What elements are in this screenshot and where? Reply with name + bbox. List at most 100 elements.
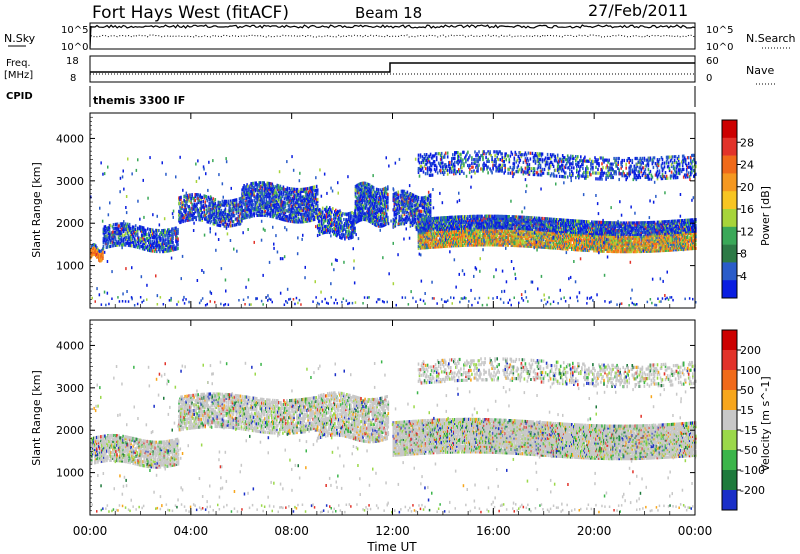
range-gate-cell (479, 228, 481, 232)
range-gate-cell (536, 226, 539, 230)
range-gate-cell (296, 220, 299, 224)
range-gate-cell (480, 216, 482, 220)
range-gate-cell (503, 216, 505, 220)
range-gate-cell (516, 232, 519, 236)
range-gate-cell (464, 239, 466, 244)
range-gate-cell (527, 237, 530, 241)
range-gate-cell (385, 212, 388, 216)
range-gate-cell (321, 225, 324, 229)
range-gate-cell (517, 228, 520, 232)
range-gate-cell (255, 183, 257, 187)
range-gate-cell (168, 247, 170, 251)
range-gate-cell (516, 244, 519, 248)
range-gate-cell (370, 188, 373, 192)
range-gate-cell (227, 218, 230, 222)
range-gate-cell (372, 210, 375, 215)
range-gate-cell (545, 245, 548, 249)
range-gate-cell (362, 217, 365, 221)
range-gate-cell (496, 216, 498, 220)
range-gate-cell (176, 232, 178, 236)
range-gate-cell (312, 206, 315, 210)
range-gate-cell (458, 215, 460, 219)
range-gate-cell (257, 213, 259, 217)
range-gate-cell (312, 214, 315, 218)
range-gate-cell (261, 198, 263, 202)
range-gate-cell (238, 214, 241, 218)
range-gate-cell (445, 223, 448, 227)
range-gate-cell (312, 210, 315, 214)
range-gate-cell (455, 236, 457, 240)
range-gate-cell (194, 215, 196, 220)
range-gate-cell (282, 187, 285, 191)
range-gate-cell (98, 249, 100, 253)
range-gate-cell (124, 224, 127, 228)
range-gate-cell (224, 224, 227, 228)
range-gate-cell (422, 225, 425, 229)
range-gate-cell (544, 221, 547, 225)
range-gate-cell (232, 212, 235, 216)
range-gate-cell (358, 201, 361, 205)
range-gate-cell (538, 218, 541, 222)
range-gate-cell (541, 245, 544, 249)
range-gate-cell (327, 230, 329, 234)
range-gate-cell (529, 239, 532, 243)
range-gate-cell (502, 226, 504, 230)
range-gate-cell (402, 195, 405, 199)
range-gate-cell (358, 192, 361, 196)
range-gate-cell (292, 197, 295, 201)
range-gate-cell (177, 227, 179, 232)
range-gate-cell (302, 206, 305, 210)
range-gate-cell (270, 188, 273, 192)
range-gate-cell (403, 222, 406, 226)
range-gate-cell (502, 235, 504, 239)
range-gate-cell (523, 240, 526, 244)
range-gate-cell (461, 215, 463, 219)
range-gate-cell (370, 219, 373, 223)
range-gate-cell (474, 216, 476, 220)
range-gate-cell (305, 187, 308, 191)
range-gate-cell (452, 223, 454, 227)
range-gate-cell (261, 185, 263, 189)
range-gate-cell (445, 216, 448, 220)
range-gate-cell (520, 228, 523, 233)
range-gate-cell (474, 218, 476, 222)
range-gate-cell (432, 228, 435, 232)
range-gate-cell (228, 211, 231, 215)
range-gate-cell (385, 199, 388, 203)
range-gate-cell (304, 191, 307, 195)
range-gate-cell (531, 229, 534, 233)
range-gate-cell (318, 232, 321, 236)
range-gate-cell (325, 213, 328, 217)
range-gate-cell (268, 181, 271, 186)
range-gate-cell (297, 197, 300, 201)
range-gate-cell (401, 193, 404, 197)
range-gate-cell (536, 241, 539, 245)
range-gate-cell (547, 232, 550, 236)
range-gate-cell (426, 236, 429, 240)
range-gate-cell (478, 218, 480, 222)
range-gate-cell (127, 241, 130, 245)
range-gate-cell (356, 200, 359, 205)
range-gate-cell (503, 237, 505, 241)
range-gate-cell (549, 244, 552, 248)
range-gate-cell (491, 229, 493, 234)
range-gate-cell (110, 235, 113, 239)
range-gate-cell (498, 220, 500, 224)
range-gate-cell (214, 198, 217, 202)
range-gate-cell (115, 228, 118, 232)
range-gate-cell (247, 184, 249, 188)
range-gate-cell (317, 212, 320, 216)
range-gate-cell (272, 184, 275, 188)
range-gate-cell (402, 203, 405, 207)
range-gate-cell (143, 234, 146, 238)
range-gate-cell (272, 207, 275, 211)
range-gate-cell (184, 219, 186, 223)
range-gate-cell (503, 239, 505, 243)
range-gate-cell (548, 238, 551, 242)
range-gate-cell (240, 200, 243, 204)
range-gate-cell (92, 247, 94, 251)
range-gate-cell (548, 217, 551, 221)
range-gate-cell (394, 216, 397, 220)
range-gate-cell (192, 216, 194, 220)
range-gate-cell (438, 222, 441, 226)
